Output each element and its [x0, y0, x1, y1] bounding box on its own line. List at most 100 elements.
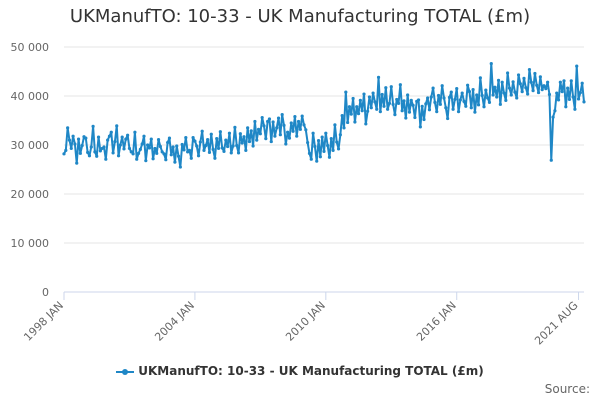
data-point — [155, 151, 159, 155]
data-point — [496, 78, 501, 82]
data-point — [449, 90, 453, 94]
data-point — [267, 117, 272, 121]
data-point — [526, 92, 530, 96]
data-point — [369, 106, 373, 110]
data-point — [451, 107, 455, 111]
series-group — [62, 62, 586, 169]
data-point — [144, 159, 148, 163]
data-point — [418, 125, 422, 129]
data-point — [138, 147, 142, 152]
data-point — [196, 154, 201, 158]
data-point — [166, 140, 170, 145]
legend[interactable]: UKManufTO: 10-33 - UK Manufacturing TOTA… — [0, 364, 600, 378]
data-point — [304, 128, 308, 132]
data-point — [435, 110, 439, 114]
data-point — [384, 86, 388, 90]
data-point — [251, 144, 255, 148]
data-point — [169, 153, 173, 157]
data-point — [98, 149, 102, 153]
data-point — [140, 142, 144, 146]
data-point — [424, 102, 428, 106]
data-point — [495, 95, 499, 99]
x-tick-label: 2021 AUG — [532, 299, 581, 348]
data-point — [135, 157, 139, 161]
data-point — [346, 120, 350, 125]
data-point — [453, 97, 457, 102]
data-point — [296, 119, 301, 124]
data-point — [215, 137, 219, 141]
data-point — [382, 104, 386, 108]
data-point — [311, 131, 315, 135]
data-point — [544, 87, 548, 91]
data-point — [582, 100, 586, 104]
data-point — [71, 134, 75, 138]
data-point — [109, 130, 113, 134]
credits-label[interactable]: Source: — [544, 382, 590, 396]
x-tick-label: 2010 JAN — [283, 299, 328, 344]
data-point — [427, 108, 432, 112]
data-point — [80, 143, 84, 148]
data-point — [151, 157, 155, 161]
data-point — [529, 80, 533, 84]
data-point — [347, 105, 352, 109]
data-point — [102, 145, 106, 149]
data-point — [149, 137, 153, 141]
data-point — [76, 137, 81, 141]
data-point — [227, 131, 232, 135]
data-point — [564, 105, 568, 109]
data-point — [115, 124, 119, 128]
data-point — [360, 109, 364, 113]
data-point — [396, 101, 401, 105]
data-point — [269, 139, 273, 144]
data-point — [558, 80, 562, 84]
data-point — [167, 136, 172, 140]
data-point — [476, 103, 481, 107]
data-point — [406, 93, 410, 97]
data-point — [556, 98, 561, 102]
data-point — [407, 110, 412, 114]
data-point — [87, 154, 92, 158]
data-point — [206, 138, 210, 142]
data-point — [522, 76, 526, 80]
data-point — [540, 88, 544, 92]
data-point — [389, 85, 393, 89]
data-point — [575, 64, 579, 68]
data-point — [280, 113, 284, 117]
y-tick-label: 20 000 — [11, 188, 50, 201]
data-point — [156, 138, 161, 142]
data-point — [335, 140, 339, 144]
data-point — [95, 154, 99, 158]
data-point — [489, 62, 493, 66]
data-point — [387, 101, 392, 105]
data-point — [455, 87, 459, 91]
data-point — [420, 104, 424, 108]
data-point — [73, 142, 77, 146]
data-point — [193, 139, 197, 143]
data-point — [436, 93, 441, 98]
chart-title: UKManufTO: 10-33 - UK Manufacturing TOTA… — [69, 6, 531, 27]
data-point — [340, 114, 344, 118]
data-point — [409, 98, 413, 103]
data-point — [546, 80, 550, 84]
data-point — [358, 98, 362, 103]
data-point — [271, 120, 275, 124]
data-point — [567, 97, 572, 102]
data-point — [480, 93, 484, 98]
data-point — [222, 149, 226, 153]
data-point — [349, 112, 353, 116]
data-point — [133, 130, 137, 134]
data-point — [106, 138, 110, 142]
data-point — [278, 133, 282, 137]
data-point — [298, 127, 302, 131]
data-point — [146, 143, 150, 147]
data-point — [200, 129, 204, 133]
data-point — [500, 80, 504, 84]
data-point — [535, 83, 539, 87]
data-point — [262, 124, 266, 128]
data-point — [438, 102, 442, 106]
data-point — [395, 97, 399, 102]
data-point — [375, 107, 379, 111]
data-point — [326, 143, 330, 148]
data-point — [282, 123, 286, 127]
data-point — [353, 120, 357, 124]
